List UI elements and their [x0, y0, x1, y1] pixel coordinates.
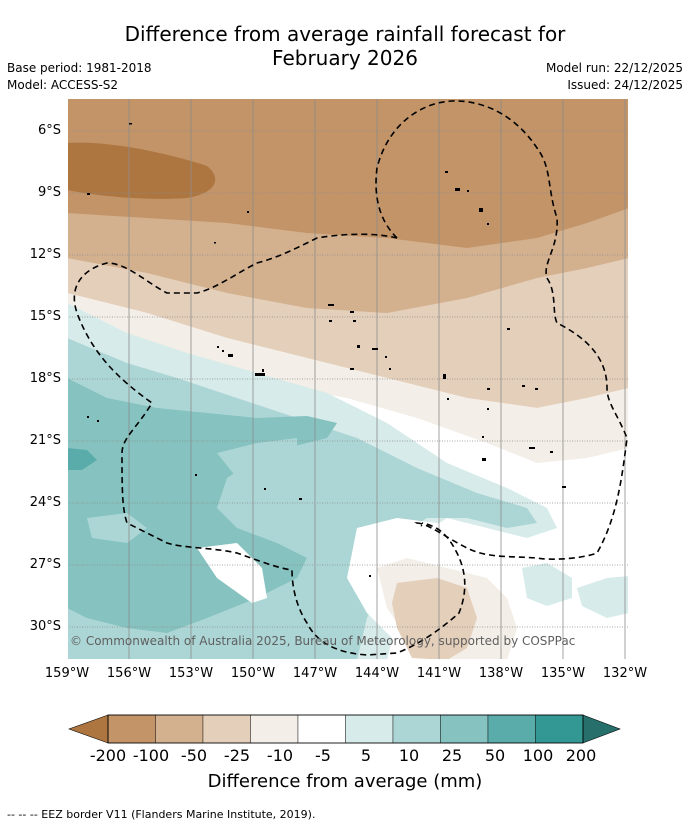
- colorbar-tick: -50: [180, 746, 208, 765]
- map-canvas: [67, 98, 629, 660]
- colorbar-cell: [392, 714, 441, 744]
- colorbar-cell: [155, 714, 204, 744]
- colorbar-tick: 100: [522, 746, 554, 765]
- colorbar-cell: [250, 714, 299, 744]
- colorbar-tick: 200: [565, 746, 597, 765]
- title-line-1: Difference from average rainfall forecas…: [124, 22, 566, 46]
- anomaly-region: [257, 453, 327, 528]
- lat-label-30s: 30°S: [29, 619, 61, 634]
- colorbar-cell: [297, 714, 346, 744]
- eez-legend-note: -- -- -- EEZ border V11 (Flanders Marine…: [7, 808, 316, 821]
- colorbar-tick: 5: [360, 746, 372, 765]
- issued-date: Issued: 24/12/2025: [567, 78, 683, 92]
- lat-label-24s: 24°S: [29, 495, 61, 510]
- colorbar-frame: [107, 714, 584, 744]
- lat-label-9s: 9°S: [37, 185, 61, 200]
- colorbar-right-extension: [582, 714, 621, 744]
- map-frame: [67, 98, 629, 660]
- islands: [87, 123, 566, 577]
- colorbar-cell: [487, 714, 536, 744]
- colorbar-tick: -25: [223, 746, 251, 765]
- colorbar: [68, 714, 621, 744]
- colorbar-label: Difference from average (mm): [207, 771, 483, 792]
- lat-label-6s: 6°S: [37, 123, 61, 138]
- lat-label-27s: 27°S: [29, 557, 61, 572]
- colorbar-tick: 50: [484, 746, 506, 765]
- lon-label-141w: 141°W: [416, 666, 462, 681]
- lon-label-156w: 156°W: [106, 666, 152, 681]
- lon-label-153w: 153°W: [168, 666, 214, 681]
- colorbar-cell: [535, 714, 584, 744]
- map-latlines: [67, 130, 629, 628]
- lon-label-132w: 132°W: [602, 666, 648, 681]
- anomaly-region: [87, 513, 147, 543]
- base-period: Base period: 1981-2018: [7, 61, 152, 75]
- lat-label-18s: 18°S: [29, 371, 61, 386]
- anomaly-region: [67, 142, 216, 199]
- colorbar-tick: -5: [315, 746, 331, 765]
- colorbar-cell: [440, 714, 489, 744]
- meta-left: Base period: 1981-2018 Model: ACCESS-S2: [7, 60, 152, 94]
- eez-border: [73, 100, 628, 656]
- anomaly-region: [522, 563, 572, 606]
- anomaly-region: [217, 438, 297, 478]
- anomaly-region: [67, 293, 629, 463]
- meta-right: Model run: 22/12/2025 Issued: 24/12/2025: [546, 60, 683, 94]
- colorbar-cell: [107, 714, 156, 744]
- lat-label-12s: 12°S: [29, 247, 61, 262]
- colorbar-cell: [202, 714, 251, 744]
- colorbar-left-extension: [68, 714, 109, 744]
- colorbar-tick: 10: [398, 746, 420, 765]
- anomaly-region: [67, 98, 629, 248]
- lat-label-21s: 21°S: [29, 433, 61, 448]
- anomaly-region: [67, 448, 97, 470]
- lon-label-147w: 147°W: [292, 666, 338, 681]
- colorbar-tick: -10: [266, 746, 294, 765]
- anomaly-region: [577, 576, 629, 618]
- anomaly-region: [392, 578, 477, 660]
- model-run: Model run: 22/12/2025: [545, 61, 683, 75]
- map-title: Difference from average rainfall forecas…: [0, 22, 690, 70]
- lon-label-159w: 159°W: [44, 666, 90, 681]
- colorbar-tick: -100: [132, 746, 170, 765]
- colorbar-tick: 25: [441, 746, 463, 765]
- lon-label-150w: 150°W: [230, 666, 276, 681]
- model-name: Model: ACCESS-S2: [7, 78, 119, 92]
- colorbar-cell: [345, 714, 394, 744]
- rainfall-map[interactable]: [67, 98, 629, 660]
- lon-label-138w: 138°W: [478, 666, 524, 681]
- lon-label-144w: 144°W: [354, 666, 400, 681]
- title-line-2: February 2026: [272, 46, 418, 70]
- copyright-notice: © Commonwealth of Australia 2025, Bureau…: [70, 634, 576, 648]
- colorbar-tick: -200: [89, 746, 127, 765]
- lat-label-15s: 15°S: [29, 309, 61, 324]
- lon-label-135w: 135°W: [540, 666, 586, 681]
